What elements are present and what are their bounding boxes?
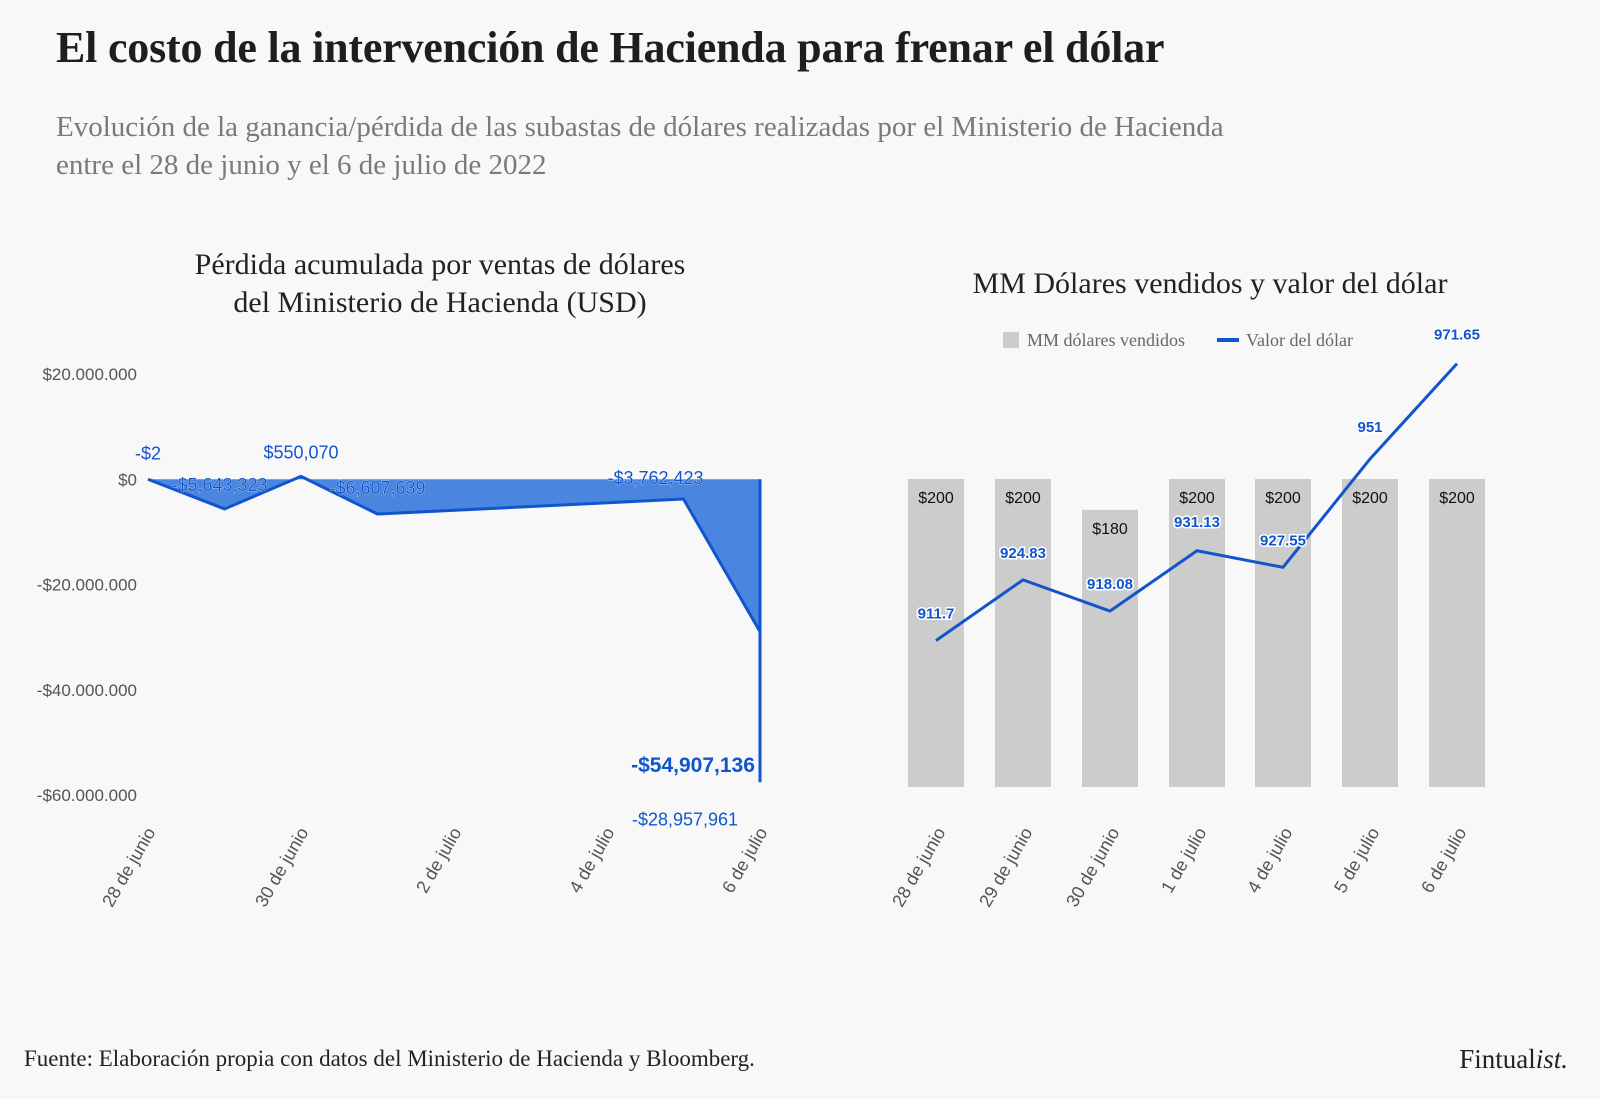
loss-data-label: -$3,762,423: [607, 468, 703, 488]
brand-logo: Fintualist.: [1459, 1044, 1568, 1075]
right-x-tick-label: 4 de julio: [1243, 824, 1296, 896]
loss-data-label: -$54,907,136: [631, 754, 755, 777]
sold-bar-label: $180: [1092, 521, 1128, 538]
sold-bar: [1342, 479, 1398, 787]
loss-line: [147, 474, 762, 769]
left-y-tick-label: $20.000.000: [42, 365, 137, 384]
sold-bar-label: $200: [1265, 490, 1301, 507]
legend-line-swatch: [1217, 338, 1239, 342]
loss-area: [148, 476, 760, 769]
sold-bar: [1169, 479, 1225, 787]
legend-bar-label: MM dólares vendidos: [1027, 330, 1185, 350]
subtitle-line-1: Evolución de la ganancia/pérdida de las …: [56, 111, 1224, 143]
sold-bar-label: $200: [918, 490, 954, 507]
loss-data-label: $550,070: [263, 442, 338, 462]
dollar-line: [935, 362, 1459, 642]
left-x-tick-label: 28 de junio: [98, 824, 159, 910]
left-x-tick-label: 6 de julio: [718, 824, 771, 896]
dollar-data-label: 924.83: [1000, 545, 1046, 562]
right-x-tick-label: 5 de julio: [1330, 824, 1383, 896]
left-chart-title: Pérdida acumulada por ventas de dólares …: [140, 246, 740, 322]
source-note: Fuente: Elaboración propia con datos del…: [24, 1046, 755, 1071]
sold-bar-label: $200: [1439, 490, 1475, 507]
left-y-tick-label: -$20.000.000: [37, 576, 137, 595]
page-title: El costo de la intervención de Hacienda …: [56, 23, 1165, 72]
loss-data-label: -$2: [135, 443, 161, 463]
legend-line-label: Valor del dólar: [1246, 330, 1353, 350]
page-subtitle: Evolución de la ganancia/pérdida de las …: [56, 108, 1456, 184]
sold-bar-label: $200: [1005, 490, 1041, 507]
brand-main: Fintual: [1459, 1044, 1536, 1074]
left-x-tick-label: 30 de junio: [251, 824, 312, 910]
left-chart-title-line-2: del Ministerio de Hacienda (USD): [233, 286, 647, 319]
dollar-data-label: 931.13: [1174, 514, 1220, 531]
dollar-data-label: 971.65: [1434, 327, 1480, 344]
left-x-tick-label: 2 de julio: [412, 824, 465, 896]
sold-bar-label: $200: [1179, 490, 1215, 507]
dollar-data-label: 911.7: [918, 606, 955, 623]
sold-bar: [1429, 479, 1485, 787]
left-x-tick-label: 4 de julio: [565, 824, 618, 896]
dollar-data-label: 918.08: [1087, 576, 1133, 593]
loss-data-label: -$28,957,961: [632, 810, 738, 830]
sold-bar: [908, 479, 964, 787]
sold-bar-label: $200: [1352, 490, 1388, 507]
loss-data-label: -$6,607,639: [329, 478, 425, 498]
left-y-tick-label: -$60.000.000: [37, 786, 137, 805]
sold-bar: [995, 479, 1051, 787]
left-y-tick-label: -$40.000.000: [37, 681, 137, 700]
subtitle-line-2: entre el 28 de junio y el 6 de julio de …: [56, 149, 547, 181]
right-x-tick-label: 30 de junio: [1062, 824, 1123, 910]
right-x-tick-label: 28 de junio: [888, 824, 949, 910]
right-chart-title: MM Dólares vendidos y valor del dólar: [972, 267, 1448, 300]
right-x-tick-label: 1 de julio: [1157, 824, 1210, 896]
right-x-tick-label: 29 de junio: [975, 824, 1036, 910]
sold-bar: [1255, 479, 1311, 787]
loss-data-label: -$5,643,323: [171, 475, 267, 495]
dollar-data-label: 951: [1357, 419, 1382, 436]
left-chart-title-line-1: Pérdida acumulada por ventas de dólares: [194, 248, 686, 281]
brand-italic: ist.: [1535, 1044, 1568, 1074]
dollar-data-label: 927.55: [1260, 532, 1306, 549]
sold-bar: [1082, 509, 1138, 787]
left-y-tick-label: $0: [118, 470, 137, 489]
right-x-tick-label: 6 de julio: [1417, 824, 1470, 896]
legend-bar-swatch: [1003, 332, 1019, 348]
